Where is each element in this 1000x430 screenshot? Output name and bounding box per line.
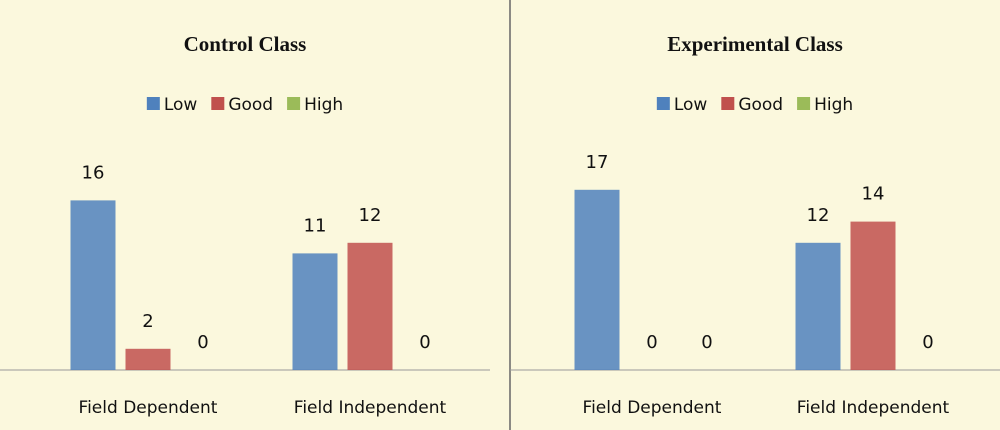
legend-label: Low: [164, 95, 198, 115]
bar: [347, 242, 393, 370]
data-label: 17: [586, 152, 609, 173]
data-label: 12: [807, 205, 830, 226]
chart-title: Experimental Class: [667, 32, 843, 56]
bar: [574, 189, 620, 370]
data-label: 0: [197, 332, 208, 353]
legend-label: Good: [228, 95, 273, 115]
bar: [292, 253, 338, 370]
bar: [70, 200, 116, 370]
x-tick-label: Field Dependent: [583, 398, 722, 418]
x-tick-label: Field Dependent: [79, 398, 218, 418]
legend-swatch: [146, 97, 160, 110]
legend-swatch: [656, 97, 670, 110]
data-label: 0: [701, 332, 712, 353]
legend-swatch: [211, 97, 225, 110]
legend-swatch: [721, 97, 735, 110]
data-label: 0: [646, 332, 657, 353]
legend-label: Low: [674, 95, 708, 115]
data-label: 2: [142, 311, 153, 332]
legend-swatch: [797, 97, 811, 110]
data-label: 12: [359, 205, 382, 226]
legend-swatch: [287, 97, 301, 110]
x-tick-label: Field Independent: [797, 398, 950, 418]
data-label: 16: [82, 162, 105, 183]
x-tick-label: Field Independent: [294, 398, 447, 418]
data-label: 0: [922, 332, 933, 353]
data-label: 14: [862, 184, 885, 205]
legend-label: High: [304, 95, 343, 115]
bar: [850, 221, 896, 370]
legend-label: High: [814, 95, 853, 115]
data-label: 11: [304, 215, 327, 236]
legend-label: Good: [738, 95, 783, 115]
bar: [795, 242, 841, 370]
data-label: 0: [419, 332, 430, 353]
bar: [125, 348, 171, 370]
chart-title: Control Class: [184, 32, 307, 56]
